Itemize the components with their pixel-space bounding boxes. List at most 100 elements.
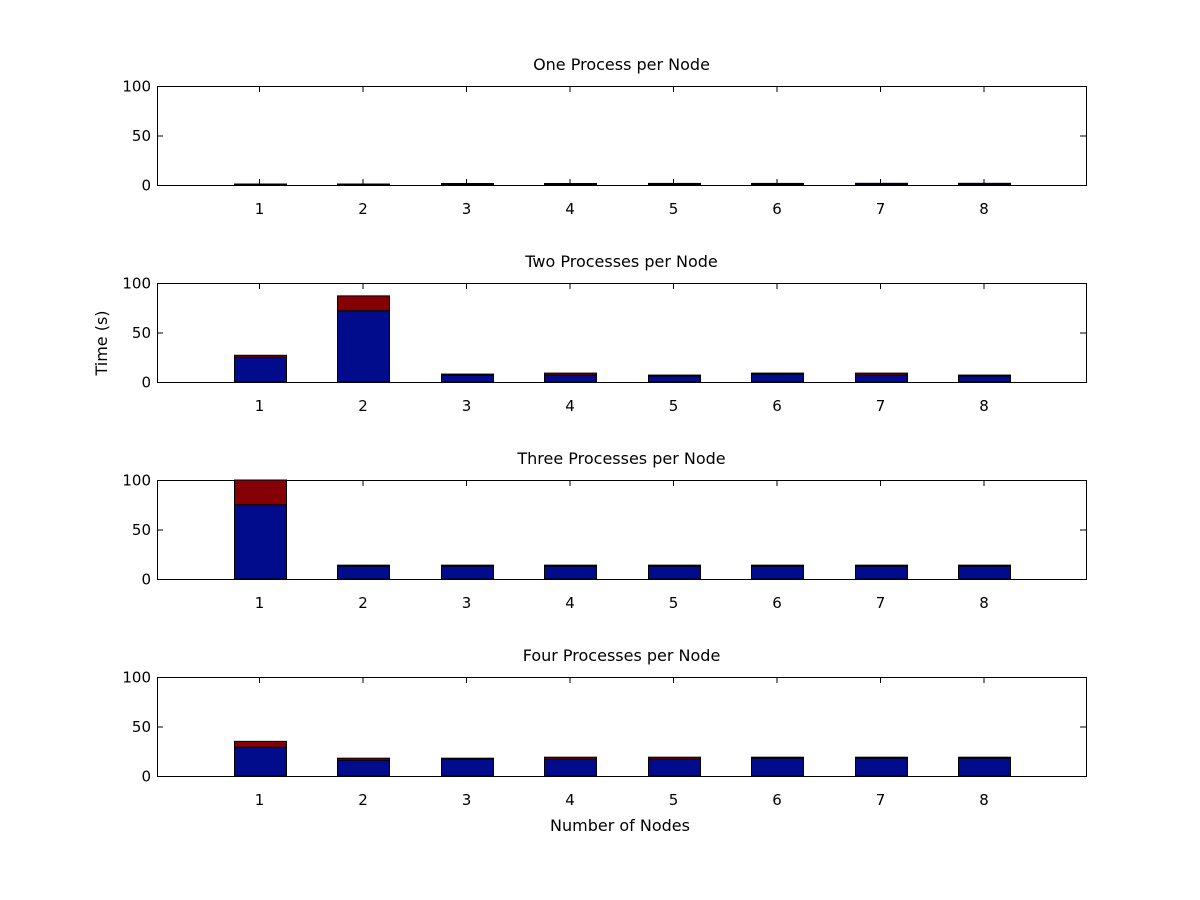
panel-2-bar-5-upper-segment — [648, 374, 701, 377]
panel-1-y-tick-label: 0 — [141, 177, 151, 195]
panel-3-x-tick-label: 4 — [565, 594, 575, 612]
panel-4-bar-4-upper-segment — [544, 756, 597, 760]
panel-2-bar-3-lower-segment — [441, 374, 494, 383]
panel-3-bar-5-lower-segment — [648, 565, 701, 580]
panel-2-x-tick-label: 7 — [876, 397, 886, 415]
panel-4-y-tick-label: 100 — [122, 669, 151, 687]
panel-4-y-tick-label: 50 — [132, 718, 151, 736]
panel-4-x-tick-label: 4 — [565, 791, 575, 809]
panel-2-bar-4-lower-segment — [544, 374, 597, 383]
panel-1-x-tick-label: 5 — [669, 200, 679, 218]
panel-1-x-tick-label: 4 — [565, 200, 575, 218]
panel-4-bar-8-lower-segment — [958, 757, 1011, 777]
panel-4-bar-2-lower-segment — [337, 759, 390, 777]
panel-4-bar-6-upper-segment — [751, 756, 804, 759]
panel-4-title: Four Processes per Node — [523, 646, 721, 665]
panel-2-bar-5-lower-segment — [648, 375, 701, 383]
panel-3-y-tick-label: 0 — [141, 571, 151, 589]
panel-4-bar-3-upper-segment — [441, 757, 494, 760]
panel-1-y-tick-label: 50 — [132, 127, 151, 145]
panel-2-bar-6-lower-segment — [751, 373, 804, 383]
panel-2-title: Two Processes per Node — [524, 252, 717, 271]
panel-3-bar-3-upper-segment — [441, 564, 494, 567]
panel-1-bar-7-upper-segment — [855, 182, 908, 185]
panel-1-bar-3-upper-segment — [441, 183, 494, 185]
panel-1-x-tick-label: 1 — [255, 200, 265, 218]
panel-2-y-tick-label: 50 — [132, 324, 151, 342]
panel-2-plot-frame — [157, 283, 1087, 383]
panel-4-x-tick-label: 8 — [979, 791, 989, 809]
panel-4-bar-6-lower-segment — [751, 757, 804, 777]
panel-3-bar-7-upper-segment — [855, 564, 908, 567]
panel-3-plot-frame — [157, 480, 1087, 580]
panel-4-x-tick-label: 5 — [669, 791, 679, 809]
panel-1-bar-1-upper-segment — [234, 183, 287, 186]
panel-4-x-tick-label: 6 — [772, 791, 782, 809]
panel-3-x-tick-label: 6 — [772, 594, 782, 612]
y-axis-label: Time (s) — [92, 310, 111, 376]
panel-2-x-tick-label: 3 — [462, 397, 472, 415]
panel-1-title: One Process per Node — [533, 55, 710, 74]
panel-1-bar-2-upper-segment — [337, 183, 390, 186]
panel-4-bar-3-lower-segment — [441, 758, 494, 777]
panel-1-x-tick-label: 6 — [772, 200, 782, 218]
panel-4-bar-5-lower-segment — [648, 758, 701, 777]
panel-3-bar-8-upper-segment — [958, 564, 1011, 567]
panel-3-bar-1-upper-segment — [234, 479, 287, 506]
panel-3-title: Three Processes per Node — [516, 449, 725, 468]
panel-2-bar-7-upper-segment — [855, 372, 908, 376]
panel-1-x-tick-label: 3 — [462, 200, 472, 218]
panel-3-x-tick-label: 8 — [979, 594, 989, 612]
panel-3-bar-2-upper-segment — [337, 564, 390, 567]
x-axis-label: Number of Nodes — [550, 816, 690, 835]
panel-3-bar-6-lower-segment — [751, 565, 804, 580]
panel-3-bar-4-lower-segment — [544, 565, 597, 580]
panel-2-bar-2-lower-segment — [337, 310, 390, 383]
panel-3-bar-4-upper-segment — [544, 564, 597, 567]
panel-3-y-tick-label: 50 — [132, 521, 151, 539]
panel-2-bar-8-lower-segment — [958, 375, 1011, 383]
panel-3-bar-6-upper-segment — [751, 564, 804, 567]
panel-1-x-tick-label: 2 — [358, 200, 368, 218]
panel-4-x-tick-label: 7 — [876, 791, 886, 809]
panel-2-bar-2-upper-segment — [337, 295, 390, 312]
panel-3-bar-8-lower-segment — [958, 565, 1011, 580]
panel-2-bar-1-upper-segment — [234, 354, 287, 358]
panel-3-x-tick-label: 5 — [669, 594, 679, 612]
panel-4-bar-2-upper-segment — [337, 757, 390, 761]
panel-4-x-tick-label: 3 — [462, 791, 472, 809]
panel-4-bar-7-upper-segment — [855, 756, 908, 759]
panel-1-x-tick-label: 7 — [876, 200, 886, 218]
panel-3-bar-3-lower-segment — [441, 565, 494, 580]
panel-4-y-tick-label: 0 — [141, 768, 151, 786]
panel-2-y-tick-label: 100 — [122, 275, 151, 293]
panel-4-bar-8-upper-segment — [958, 756, 1011, 759]
panel-1-bar-5-upper-segment — [648, 182, 701, 185]
panel-4-x-tick-label: 1 — [255, 791, 265, 809]
panel-2-bar-4-upper-segment — [544, 372, 597, 376]
panel-4-bar-4-lower-segment — [544, 758, 597, 777]
panel-1-bar-8-upper-segment — [958, 182, 1011, 185]
panel-3-x-tick-label: 2 — [358, 594, 368, 612]
panel-4-x-tick-label: 2 — [358, 791, 368, 809]
panel-1-plot-frame — [157, 86, 1087, 186]
panel-2-bar-3-upper-segment — [441, 373, 494, 376]
panel-1-bar-4-upper-segment — [544, 183, 597, 185]
panel-3-y-tick-label: 100 — [122, 472, 151, 490]
panel-2-x-tick-label: 6 — [772, 397, 782, 415]
panel-1-bar-6-upper-segment — [751, 182, 804, 185]
panel-4-plot-frame — [157, 677, 1087, 777]
panel-2-bar-8-upper-segment — [958, 374, 1011, 377]
panel-2-bar-1-lower-segment — [234, 356, 287, 383]
panel-1-y-tick-label: 100 — [122, 78, 151, 96]
panel-3-x-tick-label: 7 — [876, 594, 886, 612]
panel-2-bar-7-lower-segment — [855, 374, 908, 383]
panel-3-bar-7-lower-segment — [855, 565, 908, 580]
panel-4-bar-7-lower-segment — [855, 757, 908, 777]
panel-3-bar-2-lower-segment — [337, 565, 390, 580]
panel-2-x-tick-label: 1 — [255, 397, 265, 415]
panel-3-x-tick-label: 3 — [462, 594, 472, 612]
panel-2-bar-6-upper-segment — [751, 372, 804, 375]
panel-4-bar-1-lower-segment — [234, 746, 287, 777]
